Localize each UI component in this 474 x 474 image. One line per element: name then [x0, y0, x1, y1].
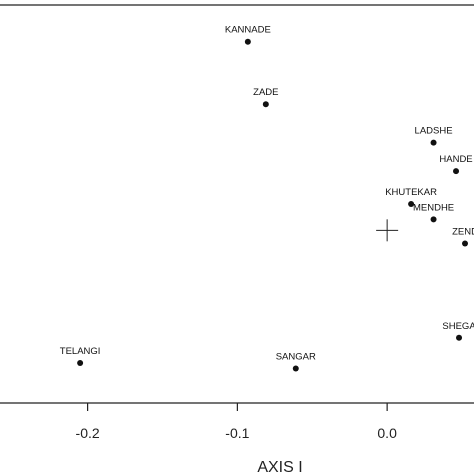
- data-point-label: TELANGI: [60, 346, 101, 357]
- data-point-group: SHEGA: [442, 321, 474, 341]
- data-point-group: MENDHE: [413, 202, 454, 223]
- data-point-group: KHUTEKAR: [385, 187, 437, 207]
- data-point: [262, 101, 269, 108]
- data-point-label: SHEGA: [442, 321, 474, 332]
- x-tick-label: -0.2: [76, 425, 100, 441]
- data-point: [77, 359, 84, 366]
- data-point: [430, 139, 437, 146]
- data-point-group: LADSHE: [415, 126, 453, 146]
- data-point-group: SANGAR: [276, 351, 316, 372]
- data-point: [462, 240, 469, 247]
- data-point-label: ZADE: [253, 87, 278, 98]
- data-point-group: TELANGI: [60, 346, 101, 366]
- data-point-label: KHUTEKAR: [385, 187, 437, 198]
- data-point: [292, 365, 299, 372]
- data-point-group: HANDE: [439, 154, 473, 175]
- data-point-label: SANGAR: [276, 351, 316, 362]
- data-point-label: LADSHE: [415, 126, 453, 137]
- data-point: [408, 201, 415, 207]
- data-point-label: ZEND: [452, 226, 474, 237]
- data-point-label: HANDE: [439, 154, 472, 165]
- x-axis-ticks: -0.2 -0.1 0.0: [76, 403, 397, 441]
- data-point-label: KANNADE: [225, 25, 271, 36]
- data-point: [456, 334, 463, 341]
- data-point-group: ZEND: [452, 226, 474, 247]
- x-tick-label: -0.1: [225, 425, 249, 441]
- data-point-group: KANNADE: [225, 25, 271, 45]
- x-axis-title: AXIS I: [257, 459, 302, 474]
- x-tick-label: 0.0: [377, 425, 397, 441]
- data-point: [244, 38, 251, 45]
- plot-frame: [0, 4, 474, 404]
- origin-crosshair: [376, 219, 399, 242]
- data-point-group: ZADE: [253, 87, 279, 108]
- data-points: KANNADEZADELADSHEHANDEKHUTEKARKURMENDHEZ…: [60, 25, 474, 372]
- data-point: [453, 168, 460, 175]
- data-point: [430, 216, 437, 223]
- data-point-label: MENDHE: [413, 202, 454, 213]
